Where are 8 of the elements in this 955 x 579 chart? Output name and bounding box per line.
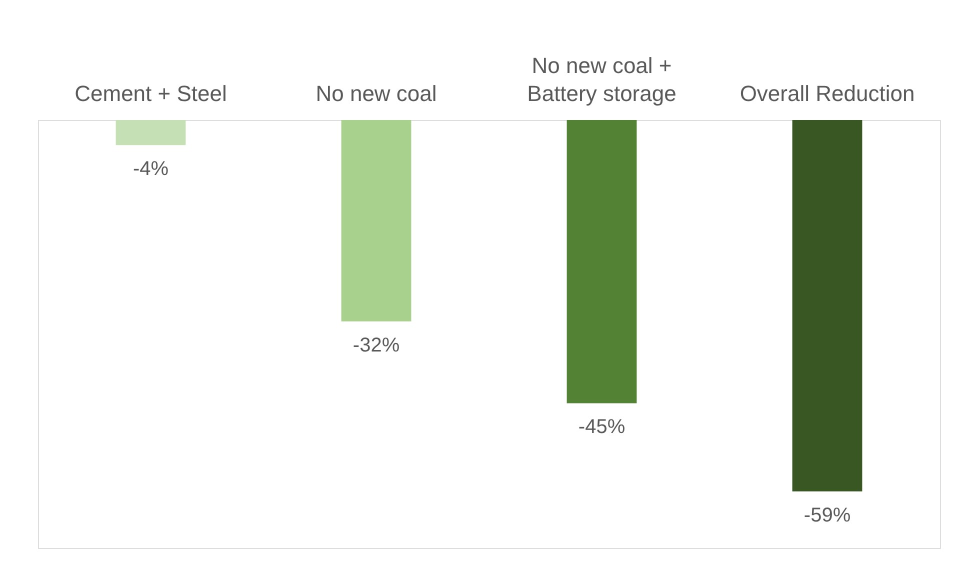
data-label: -59%: [804, 504, 851, 526]
x-tick-label: Overall Reduction: [740, 81, 915, 106]
data-label: -4%: [132, 158, 169, 180]
data-label: -32%: [352, 334, 400, 356]
x-tick-label: No new coal: [316, 81, 437, 106]
x-tick-label: No new coal + Battery storage: [527, 53, 676, 106]
data-label: -45%: [578, 416, 626, 438]
x-tick-label: Cement + Steel: [74, 81, 227, 106]
